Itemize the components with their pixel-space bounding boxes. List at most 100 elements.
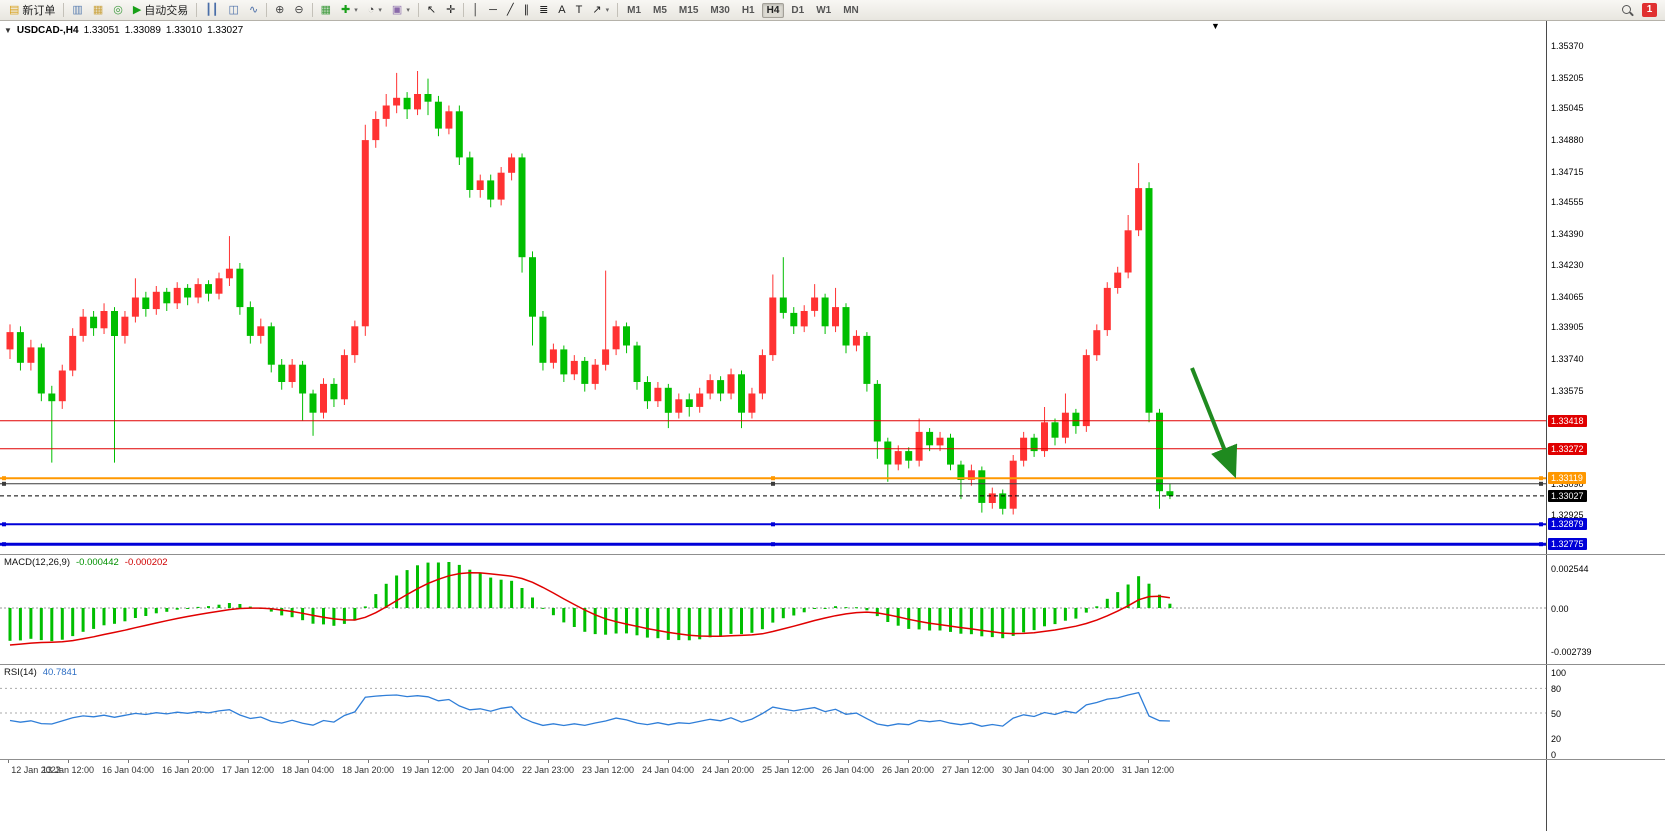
timeframe-m5-button[interactable]: M5 [653, 4, 667, 16]
main-toolbar: ▤ 新订单 ▥ ▦ ◎ ▶ 自动交易 ┃┃ ◫ ∿ ⊕ ⊖ ▦ ✚ ▾ ◔ ▾ ▣ ▾ ↖ ✛ │ ─ ╱ ∥ ≣ A T ↗ ▾ M1 M5… [0, 0, 1665, 21]
candles [6, 71, 1174, 515]
macd-signal-value: -0.000202 [124, 557, 168, 568]
chart-window: ▼ USDCAD-,H4 1.33051 1.33089 1.33010 1.3… [0, 21, 1665, 831]
line-handle[interactable] [1539, 522, 1543, 527]
axis-label: 20 [1551, 733, 1562, 744]
rsi-title: RSI(14) [4, 667, 37, 678]
time-tick [668, 759, 669, 763]
timeframe-h1-button[interactable]: H1 [741, 4, 755, 16]
templates-icon: ▣ [391, 3, 403, 16]
panel-separator[interactable] [0, 664, 1665, 665]
autotrading-button[interactable]: ▶ 自动交易 [128, 1, 193, 19]
periods-icon[interactable]: ◔ ▾ [363, 1, 387, 19]
channel-icon[interactable]: ∥ [519, 1, 535, 19]
horizontal-line-icon: ─ [489, 3, 497, 16]
line-handle[interactable] [771, 476, 775, 481]
text-icon[interactable]: A [553, 1, 570, 19]
rsi-chart[interactable] [0, 664, 1546, 759]
templates-icon[interactable]: ▣ ▾ [387, 1, 415, 19]
time-tick [728, 759, 729, 763]
time-label: 31 Jan 12:00 [1121, 765, 1175, 775]
indicators-icon[interactable]: ✚ ▾ [336, 1, 363, 19]
line-handle[interactable] [771, 522, 775, 527]
line-handle[interactable] [771, 481, 775, 486]
vertical-line-icon[interactable]: │ [467, 1, 484, 19]
fibonacci-icon[interactable]: ≣ [534, 1, 553, 19]
time-axis[interactable]: 12 Jan 2023 13 Jan 12:00 16 Jan 04:00 16 Ja… [0, 759, 1546, 831]
cursor-icon[interactable]: ↖ [422, 1, 441, 19]
timeframe-mn-button[interactable]: MN [843, 4, 859, 16]
text-label-icon: T [575, 3, 583, 16]
line-handle[interactable] [2, 522, 6, 527]
market-watch-icon[interactable]: ▥ [67, 1, 87, 19]
rsi-value: 40.7841 [42, 667, 78, 678]
fibonacci-icon: ≣ [539, 3, 549, 16]
trendline-icon[interactable]: ╱ [502, 1, 519, 19]
timeframe-m30-button[interactable]: M30 [710, 4, 730, 16]
zoom-out-icon[interactable]: ⊖ [289, 1, 308, 19]
line-handle[interactable] [771, 542, 775, 547]
market-watch-icon: ▥ [72, 3, 83, 16]
price-chart[interactable] [0, 21, 1546, 554]
crosshair-icon[interactable]: ✛ [441, 1, 460, 19]
ohlc-close-value: 1.33027 [207, 25, 244, 36]
data-window-icon[interactable]: ▦ [88, 1, 108, 19]
chart-shift-marker-icon[interactable]: ▼ [1211, 21, 1220, 31]
horizontal-levels[interactable] [0, 420, 1546, 547]
zoom-in-icon[interactable]: ⊕ [270, 1, 289, 19]
time-tick [1028, 759, 1029, 763]
axis-label: 1.33575 [1551, 385, 1584, 396]
dropdown-caret-icon: ▾ [378, 7, 382, 14]
axis-label: 1.34555 [1551, 197, 1584, 208]
navigator-icon[interactable]: ◎ [108, 1, 128, 19]
chart-title-bar: ▼ USDCAD-,H4 1.33051 1.33089 1.33010 1.3… [4, 25, 243, 36]
line-handle[interactable] [2, 542, 6, 547]
panel-separator[interactable] [0, 554, 1665, 555]
axis-label: 1.35370 [1551, 41, 1584, 51]
timeframe-d1-button[interactable]: D1 [791, 4, 805, 16]
timeframe-m15-button[interactable]: M15 [678, 4, 699, 16]
time-tick [8, 759, 9, 763]
search-icon[interactable] [1621, 4, 1634, 17]
zoom-out-icon: ⊖ [294, 3, 304, 16]
tile-windows-icon: ▦ [320, 3, 332, 16]
timeframe-w1-button[interactable]: W1 [816, 4, 832, 16]
macd-chart[interactable] [0, 554, 1546, 664]
line-handle[interactable] [1539, 476, 1543, 481]
timeframe-h4-button[interactable]: H4 [761, 2, 785, 18]
line-handle[interactable] [1539, 481, 1543, 486]
bar-chart-icon[interactable]: ┃┃ [200, 1, 223, 19]
line-handle[interactable] [2, 481, 6, 486]
notification-badge[interactable]: 1 [1642, 3, 1657, 17]
time-label: 13 Jan 12:00 [41, 765, 95, 775]
tile-windows-icon[interactable]: ▦ [316, 1, 336, 19]
crosshair-icon: ✛ [446, 3, 456, 16]
time-tick [188, 759, 189, 763]
line-handle[interactable] [2, 476, 6, 481]
price-axis[interactable]: 1.35370 1.35205 1.35045 1.34880 1.34715 1.345… [1546, 21, 1665, 831]
time-tick [788, 759, 789, 763]
arrows-icon[interactable]: ↗ ▾ [587, 1, 614, 19]
time-label: 20 Jan 04:00 [461, 765, 515, 775]
candlestick-chart-icon[interactable]: ◫ [224, 1, 244, 19]
axis-label: 0 [1551, 750, 1557, 760]
collapse-icon[interactable]: ▼ [4, 26, 12, 35]
axis-label: 1.34390 [1551, 229, 1584, 240]
down-arrow-annotation[interactable] [1190, 367, 1238, 479]
line-chart-icon[interactable]: ∿ [244, 1, 263, 19]
macd-panel: MACD(12,26,9) -0.000442 -0.000202 [0, 554, 1546, 664]
timeframe-m1-button[interactable]: M1 [627, 4, 642, 16]
horizontal-line-icon[interactable]: ─ [484, 1, 502, 19]
new-order-button[interactable]: ▤ 新订单 [4, 1, 60, 19]
time-tick [128, 759, 129, 763]
text-icon: A [558, 3, 566, 16]
line-handle[interactable] [1539, 542, 1543, 547]
time-label: 24 Jan 04:00 [641, 765, 695, 775]
text-label-icon[interactable]: T [571, 1, 588, 19]
time-label: 25 Jan 12:00 [761, 765, 815, 775]
axis-label: -0.002739 [1551, 647, 1592, 657]
toolbar-separator [417, 3, 419, 17]
axis-label: 1.34880 [1551, 135, 1584, 146]
axis-label: 1.34715 [1551, 166, 1584, 177]
axis-label: 1.33905 [1551, 322, 1584, 333]
